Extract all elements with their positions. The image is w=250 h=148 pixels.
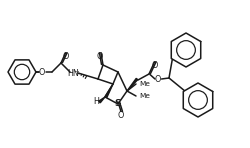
Text: O: O xyxy=(151,61,158,70)
Text: S: S xyxy=(114,99,121,108)
Text: HN: HN xyxy=(67,69,78,78)
Text: ···: ··· xyxy=(73,70,79,75)
Text: Me: Me xyxy=(138,81,149,87)
Polygon shape xyxy=(98,97,104,103)
Text: O: O xyxy=(96,52,103,61)
Text: O: O xyxy=(62,52,69,61)
Polygon shape xyxy=(105,84,112,98)
Text: H: H xyxy=(93,98,98,107)
Text: O: O xyxy=(39,67,45,77)
Text: Me: Me xyxy=(138,93,149,99)
Text: O: O xyxy=(154,74,160,83)
Text: O: O xyxy=(117,111,124,119)
Polygon shape xyxy=(126,78,137,91)
